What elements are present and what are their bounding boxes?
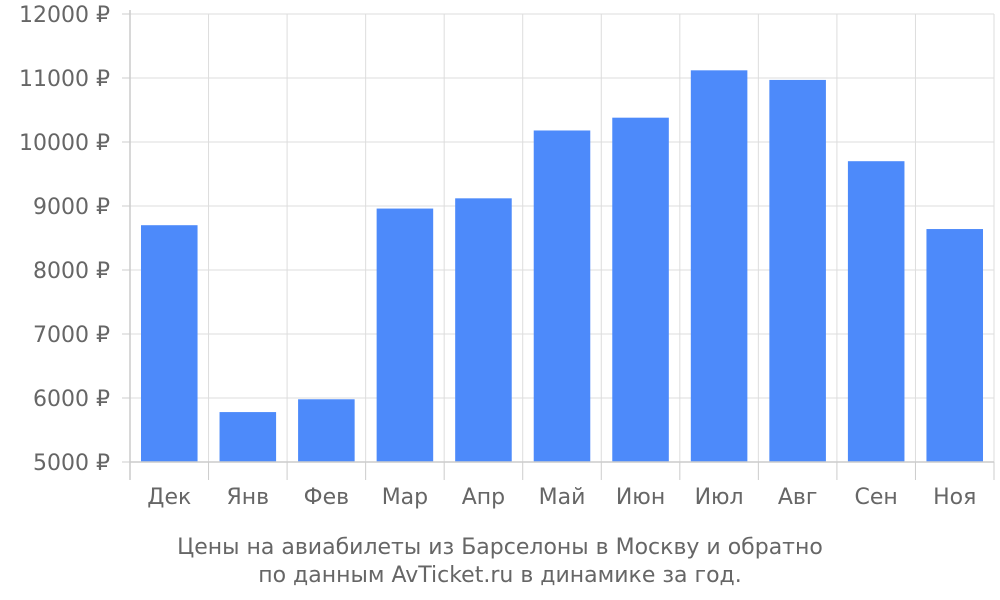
bar: [219, 412, 277, 462]
x-tick-label: Май: [539, 485, 586, 510]
y-tick-label: 10000 ₽: [19, 131, 110, 156]
y-tick-label: 6000 ₽: [33, 387, 110, 412]
y-tick-label: 11000 ₽: [19, 67, 110, 92]
y-axis-labels: 5000 ₽ 6000 ₽ 7000 ₽ 8000 ₽ 9000 ₽ 10000 ₽ 110…: [19, 3, 110, 476]
bar: [690, 70, 748, 462]
x-tick-label: Сен: [855, 485, 898, 510]
chart-caption-line-1: Цены на авиабилеты из Барселоны в Москву…: [177, 535, 823, 560]
axes: [122, 10, 995, 480]
x-tick-label: Фев: [304, 485, 349, 510]
bar: [455, 198, 512, 462]
x-tick-label: Янв: [226, 485, 269, 510]
bar: [376, 208, 434, 462]
y-tick-label: 5000 ₽: [33, 451, 110, 476]
chart-caption-line-2: по данным AvTicket.ru в динамике за год.: [258, 563, 742, 588]
bar: [769, 79, 826, 463]
x-tick-label: Дек: [147, 485, 191, 510]
x-tick-label: Июл: [695, 485, 744, 510]
y-tick-label: 9000 ₽: [33, 195, 110, 220]
bar-chart: 5000 ₽ 6000 ₽ 7000 ₽ 8000 ₽ 9000 ₽ 10000 ₽ 110…: [19, 3, 995, 510]
x-axis-labels: Дек Янв Фев Мар Апр Май Июн Июл Авг Сен Ноя: [147, 485, 976, 510]
x-tick-label: Ноя: [933, 485, 976, 510]
y-tick-label: 8000 ₽: [33, 259, 110, 284]
bar: [847, 161, 905, 462]
bar: [926, 229, 984, 462]
x-tick-label: Июн: [616, 485, 665, 510]
bar: [298, 399, 355, 462]
x-tick-label: Мар: [382, 485, 428, 510]
y-tick-label: 7000 ₽: [33, 323, 110, 348]
y-tick-label: 12000 ₽: [19, 3, 110, 28]
bars: [140, 70, 984, 463]
bar: [612, 117, 669, 463]
bar: [140, 225, 198, 462]
bar: [533, 130, 591, 463]
x-tick-label: Авг: [778, 485, 818, 510]
x-tick-label: Апр: [462, 485, 505, 510]
